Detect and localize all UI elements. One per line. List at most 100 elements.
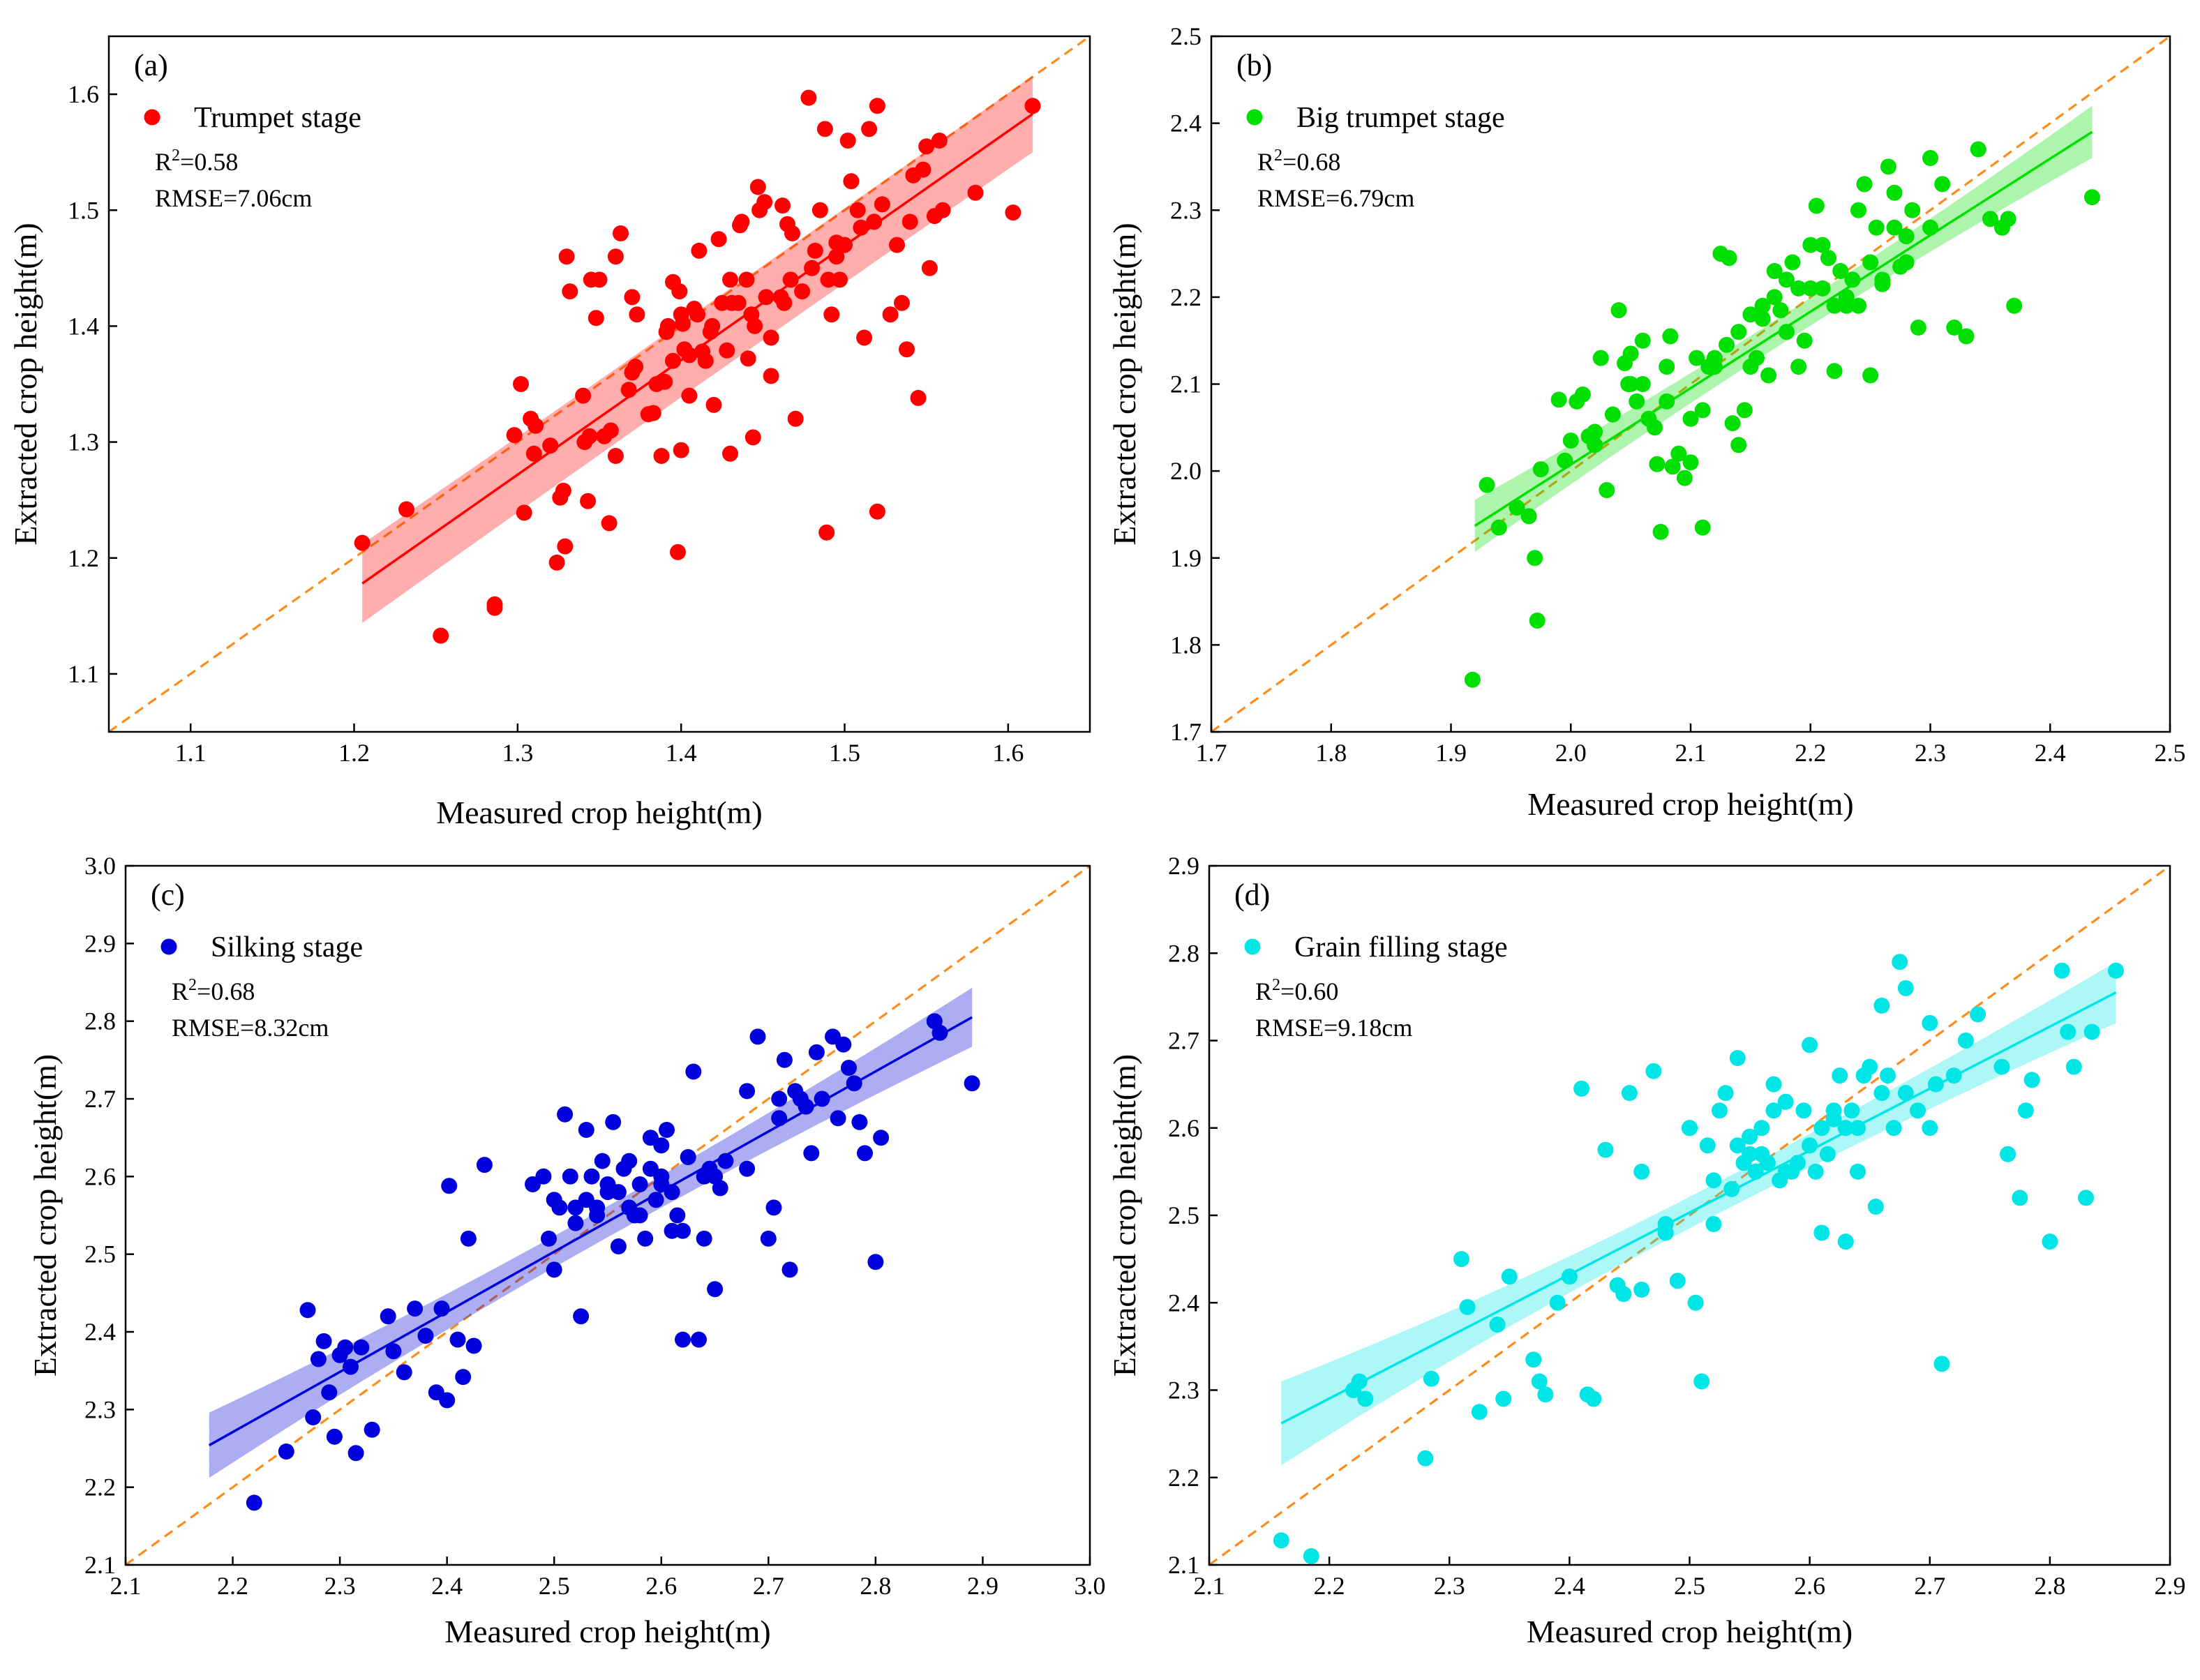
x-tick-label: 2.8 — [2034, 1572, 2065, 1600]
data-point — [1705, 1216, 1722, 1232]
y-axis-title: Extracted crop height(m) — [1107, 223, 1142, 545]
data-point — [648, 376, 665, 392]
data-point — [808, 1044, 825, 1060]
data-point — [648, 1192, 664, 1208]
x-tick-label: 2.4 — [431, 1572, 463, 1600]
data-point — [1778, 271, 1795, 288]
data-point — [1880, 158, 1896, 175]
data-point — [1795, 1102, 1812, 1119]
data-point — [669, 1207, 686, 1224]
data-point — [1417, 1450, 1434, 1467]
data-point — [691, 1331, 707, 1348]
data-point — [1982, 211, 1998, 227]
r-squared-text: R2=0.58 — [155, 147, 238, 176]
data-point — [717, 1153, 734, 1169]
data-point — [771, 1110, 788, 1127]
data-point — [1765, 1102, 1782, 1119]
panel-label: (a) — [134, 48, 168, 82]
data-point — [915, 161, 931, 178]
data-point — [760, 1230, 777, 1247]
data-point — [1562, 433, 1579, 449]
y-tick-label: 2.7 — [1168, 1027, 1199, 1055]
data-point — [588, 310, 604, 327]
data-point — [476, 1157, 493, 1173]
data-point — [1005, 204, 1022, 221]
data-point — [918, 138, 935, 155]
data-point — [675, 1222, 691, 1239]
rmse-text: RMSE=9.18cm — [1255, 1014, 1412, 1042]
data-point — [396, 1364, 412, 1381]
y-tick-label: 2.4 — [1168, 1289, 1199, 1317]
data-point — [1676, 470, 1693, 486]
data-point — [685, 1063, 702, 1080]
data-point — [707, 1168, 724, 1185]
data-point — [899, 341, 915, 358]
data-point — [1705, 1172, 1722, 1189]
y-tick-label: 2.9 — [1168, 852, 1199, 880]
data-point — [1820, 250, 1836, 267]
data-point — [315, 1333, 332, 1349]
data-point — [621, 1199, 638, 1216]
data-point — [1868, 219, 1885, 236]
data-point — [581, 428, 598, 444]
data-point — [1669, 1273, 1686, 1289]
data-point — [1489, 1317, 1506, 1333]
data-point — [1592, 350, 1609, 366]
data-point — [689, 306, 706, 323]
data-point — [347, 1445, 364, 1462]
data-point — [1647, 419, 1663, 436]
data-point — [818, 524, 835, 541]
rmse-text: RMSE=8.32cm — [172, 1014, 329, 1042]
data-point — [1945, 1067, 1962, 1084]
x-tick-label: 2.2 — [217, 1572, 248, 1600]
data-point — [1873, 997, 1890, 1014]
data-point — [910, 389, 927, 406]
data-point — [664, 1184, 680, 1201]
data-point — [525, 445, 542, 462]
panel-label: (d) — [1234, 878, 1270, 912]
data-point — [874, 196, 890, 213]
data-point — [681, 347, 698, 363]
data-point — [624, 364, 641, 381]
data-point — [901, 213, 918, 230]
data-point — [846, 1075, 862, 1092]
data-point — [2078, 1190, 2094, 1206]
data-point — [1689, 350, 1705, 366]
x-tick-label: 2.5 — [539, 1572, 570, 1600]
data-point — [704, 317, 721, 334]
data-point — [2000, 1146, 2016, 1162]
data-point — [1694, 519, 1711, 536]
data-point — [851, 1113, 868, 1130]
data-point — [2000, 211, 2016, 227]
data-point — [765, 1199, 782, 1216]
data-point — [1802, 237, 1819, 253]
data-point — [1772, 302, 1789, 319]
data-point — [583, 1168, 600, 1185]
data-point — [558, 248, 575, 265]
data-point — [326, 1428, 343, 1445]
y-tick-label: 2.7 — [84, 1085, 116, 1113]
r-squared-text: R2=0.60 — [1255, 976, 1338, 1005]
data-point — [696, 1230, 712, 1247]
panel-a: 1.1 1.2 1.3 1.4 1.5 1.6 1.1 1.2 1.3 1.4 1.5 1.6 Meas… — [8, 35, 1091, 830]
data-point — [1622, 376, 1639, 392]
data-point — [1597, 1141, 1614, 1158]
data-point — [557, 538, 574, 555]
data-point — [869, 503, 885, 520]
data-point — [1599, 482, 1615, 498]
data-point — [1922, 1120, 1938, 1137]
y-tick-label: 1.2 — [68, 544, 99, 572]
plot-area — [126, 866, 1090, 1565]
data-point — [1832, 1067, 1848, 1084]
data-point — [1645, 1063, 1662, 1079]
data-point — [433, 1300, 450, 1317]
legend-marker — [144, 109, 160, 126]
data-point — [749, 1028, 766, 1045]
regression-line — [208, 1016, 973, 1447]
data-point — [2012, 1190, 2028, 1206]
data-point — [739, 1083, 756, 1100]
data-point — [967, 184, 984, 201]
data-point — [1532, 461, 1549, 478]
data-point — [1922, 150, 1938, 166]
